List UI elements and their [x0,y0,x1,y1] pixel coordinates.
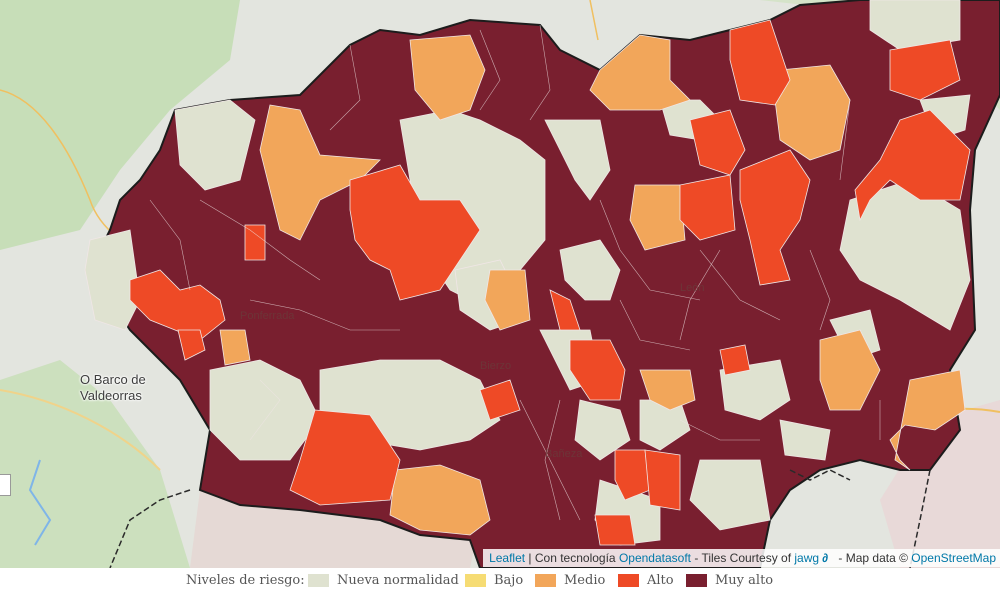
legend-label: Medio [564,573,606,588]
legend-label: Nueva normalidad [337,573,459,588]
town-label-baneza: Bañeza [545,448,583,460]
legend-swatch [308,574,329,587]
leaflet-link[interactable]: Leaflet [489,551,526,565]
map-control-edge[interactable] [0,474,11,496]
attribution-text-2: - Tiles Courtesy of [691,551,795,565]
jawg-drop-icon: ∂ [822,551,828,565]
legend-label: Muy alto [715,573,774,588]
town-label-ponferrada: Ponferrada [240,310,295,322]
basemap [0,0,1000,568]
legend-label: Alto [647,573,674,588]
legend-item-alto: Alto [618,573,674,588]
map-view[interactable]: O Barco de Valdeorras Ponferrada León Bi… [0,0,1000,568]
legend-item-medio: Medio [535,573,605,588]
legend-item-muy-alto: Muy alto [686,573,773,588]
legend-title: Niveles de riesgo: [186,573,305,588]
town-label-leon: León [680,282,705,294]
legend-item-bajo: Bajo [465,573,523,588]
place-label-line2: Valdeorras [80,388,142,403]
legend-label: Bajo [494,573,524,588]
attribution-text-3: - Map data © [835,551,912,565]
risk-legend: Niveles de riesgo: Nueva normalidad Bajo… [0,568,1000,592]
town-label-bierzo: Bierzo [480,360,512,372]
legend-swatch [618,574,639,587]
legend-swatch [686,574,707,587]
legend-swatch [535,574,556,587]
legend-swatch [465,574,486,587]
attribution-text-1: | Con tecnología [525,551,619,565]
place-label-o-barco: O Barco de Valdeorras [80,372,146,404]
legend-item-nueva-normalidad: Nueva normalidad [308,573,459,588]
place-label-line1: O Barco de [80,372,146,387]
openstreetmap-link[interactable]: OpenStreetMap [911,551,996,565]
jawg-link[interactable]: jawg [794,551,820,565]
map-attribution: Leaflet | Con tecnología Opendatasoft - … [483,549,1000,567]
opendatasoft-link[interactable]: Opendatasoft [618,551,691,565]
